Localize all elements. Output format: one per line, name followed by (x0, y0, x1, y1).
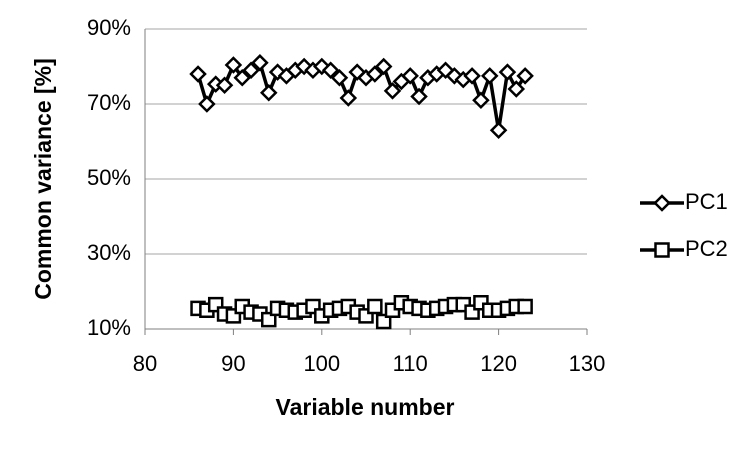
y-tick-label: 10% (87, 315, 131, 340)
data-point (517, 298, 533, 315)
y-tick-label: 70% (87, 90, 131, 115)
x-tick-label: 90 (221, 351, 245, 376)
data-point (330, 68, 349, 87)
x-tick-label: 110 (393, 351, 428, 376)
data-point (366, 65, 384, 83)
legend-label: PC1 (685, 189, 728, 214)
data-point (375, 313, 392, 330)
data-point (401, 67, 419, 85)
data-point (507, 80, 526, 98)
data-point (321, 61, 340, 80)
data-point (498, 63, 517, 81)
legend-marker (654, 242, 670, 258)
data-point (198, 95, 216, 113)
data-point (189, 65, 207, 83)
data-point (410, 87, 428, 106)
data-point (224, 56, 243, 74)
data-point (251, 53, 269, 72)
y-axis-title: Common variance [%] (30, 58, 56, 300)
data-point (233, 68, 252, 87)
legend-marker (653, 194, 671, 212)
data-point (489, 121, 508, 140)
y-tick-label: 90% (87, 15, 131, 40)
data-point (480, 67, 499, 85)
x-tick-label: 80 (133, 351, 157, 376)
legend-label: PC2 (685, 236, 728, 261)
data-point (516, 67, 534, 85)
data-point (339, 89, 358, 107)
data-point (259, 83, 278, 102)
x-axis-title: Variable number (276, 394, 455, 420)
data-point (374, 57, 393, 76)
data-point (367, 298, 383, 315)
x-tick-label: 130 (569, 351, 606, 376)
data-point (261, 311, 277, 328)
x-tick-label: 120 (480, 351, 517, 376)
y-tick-label: 50% (87, 165, 131, 190)
x-tick-label: 100 (303, 351, 340, 376)
data-point (472, 91, 490, 110)
data-point (463, 67, 481, 85)
data-point (242, 61, 260, 80)
data-point (383, 82, 402, 100)
data-point (215, 76, 234, 95)
y-tick-label: 30% (87, 240, 131, 265)
